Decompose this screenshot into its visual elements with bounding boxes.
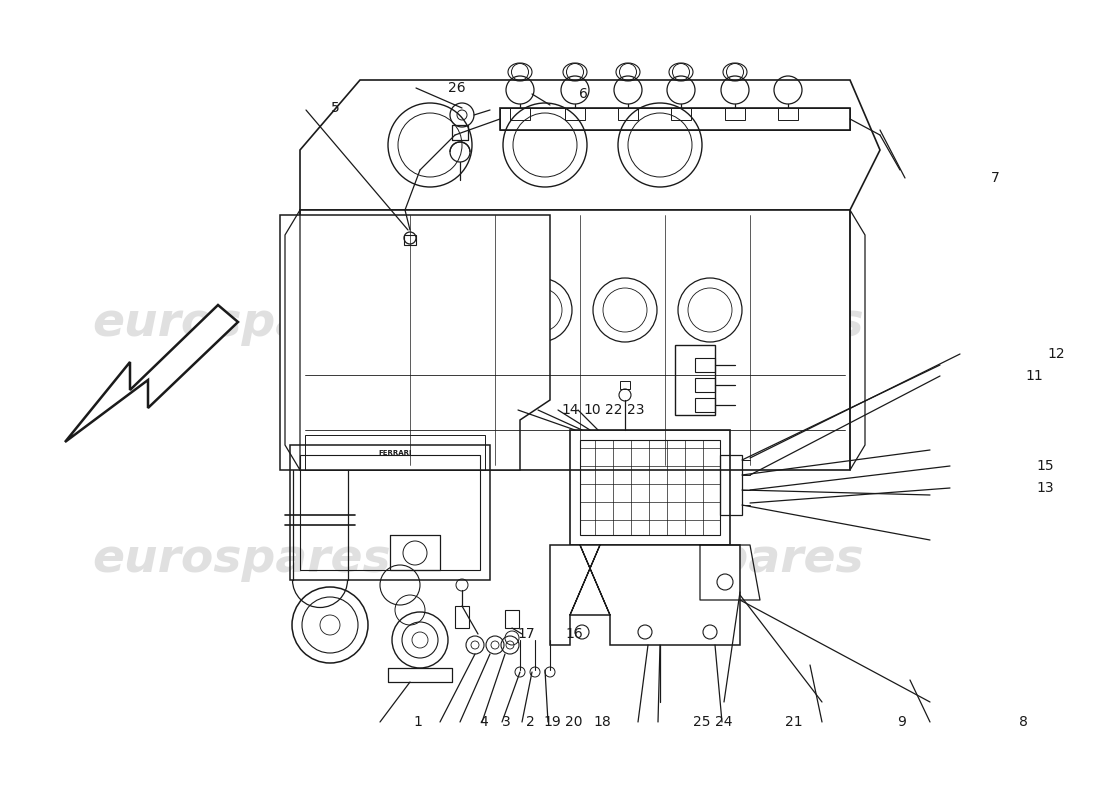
Text: 23: 23 [627, 402, 645, 417]
Text: 11: 11 [1025, 369, 1043, 383]
Bar [778, 108, 798, 120]
Text: 3: 3 [502, 714, 510, 729]
Text: 5: 5 [331, 101, 340, 115]
Bar [725, 108, 745, 120]
Bar [671, 108, 691, 120]
Text: eurospares: eurospares [92, 538, 392, 582]
Polygon shape [65, 305, 238, 442]
Bar [620, 381, 630, 389]
Text: 24: 24 [715, 714, 733, 729]
Text: 16: 16 [565, 626, 583, 641]
Text: eurospares: eurospares [565, 538, 865, 582]
Text: 10: 10 [583, 402, 601, 417]
Text: 1: 1 [414, 714, 422, 729]
Text: 14: 14 [561, 402, 579, 417]
Polygon shape [300, 80, 880, 210]
Text: 6: 6 [579, 87, 587, 102]
Text: 9: 9 [898, 714, 906, 729]
Text: 15: 15 [1036, 458, 1054, 473]
Text: 17: 17 [517, 626, 535, 641]
Bar [500, 108, 850, 130]
Text: 13: 13 [1036, 481, 1054, 495]
Polygon shape [300, 210, 850, 470]
Text: 19: 19 [543, 714, 561, 729]
Bar [580, 440, 720, 535]
Bar [455, 606, 469, 628]
Text: 18: 18 [594, 714, 612, 729]
Bar [300, 455, 480, 570]
Bar [565, 108, 585, 120]
Text: 26: 26 [448, 81, 465, 95]
Bar [404, 235, 416, 245]
Bar [510, 108, 530, 120]
Bar [570, 430, 730, 545]
Bar [505, 610, 519, 628]
Text: 21: 21 [785, 714, 803, 729]
Text: eurospares: eurospares [565, 302, 865, 346]
Text: 20: 20 [565, 714, 583, 729]
Text: 8: 8 [1019, 714, 1027, 729]
Polygon shape [550, 545, 740, 645]
Text: eurospares: eurospares [92, 302, 392, 346]
Text: 2: 2 [526, 714, 535, 729]
Bar [305, 435, 485, 470]
Bar [290, 445, 490, 580]
Bar [695, 358, 715, 372]
Text: 25: 25 [693, 714, 711, 729]
Text: 4: 4 [480, 714, 488, 729]
Bar [695, 398, 715, 412]
Bar [720, 455, 742, 515]
Bar [500, 108, 850, 130]
Text: 22: 22 [605, 402, 623, 417]
Bar [618, 108, 638, 120]
Polygon shape [280, 215, 550, 470]
Bar [695, 378, 715, 392]
Text: 12: 12 [1047, 346, 1065, 361]
Text: FERRARI: FERRARI [378, 450, 411, 456]
Text: 7: 7 [991, 170, 1000, 185]
Bar [675, 345, 715, 415]
